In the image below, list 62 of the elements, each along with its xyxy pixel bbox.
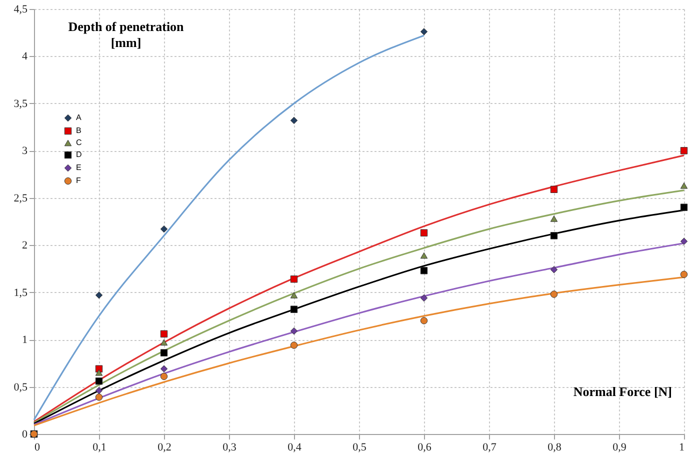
point bbox=[290, 342, 298, 349]
point bbox=[290, 276, 298, 283]
legend-label: D bbox=[76, 150, 82, 159]
legend-label: B bbox=[76, 126, 82, 135]
point bbox=[420, 28, 428, 36]
y-tick-label: 2 bbox=[22, 240, 28, 252]
x-tick-label: 0,6 bbox=[418, 442, 432, 454]
point bbox=[160, 349, 168, 356]
x-tick-label: 0,5 bbox=[352, 442, 367, 454]
x-tick-label: 1 bbox=[679, 442, 684, 454]
point bbox=[95, 386, 103, 394]
point bbox=[160, 365, 168, 372]
x-tick-label: 0,7 bbox=[482, 442, 497, 454]
point bbox=[420, 317, 428, 324]
point bbox=[290, 292, 298, 298]
point bbox=[680, 238, 688, 245]
point bbox=[680, 147, 688, 154]
point bbox=[550, 266, 558, 274]
legend-label: F bbox=[76, 176, 81, 185]
point bbox=[680, 204, 688, 211]
legend-label: E bbox=[76, 163, 82, 172]
point bbox=[550, 216, 558, 222]
x-axis-title: Normal Force [N] bbox=[573, 384, 672, 399]
x-tick-label: 0 bbox=[34, 442, 40, 454]
y-tick-label: 4 bbox=[22, 50, 28, 63]
point bbox=[160, 225, 168, 233]
point bbox=[290, 116, 298, 124]
x-tick-label: 0,8 bbox=[548, 442, 562, 454]
point bbox=[290, 306, 298, 313]
point bbox=[420, 267, 428, 274]
point bbox=[680, 270, 688, 278]
x-tick-label: 0,2 bbox=[158, 442, 172, 454]
point bbox=[95, 378, 103, 385]
y-tick-label: 0,5 bbox=[14, 381, 28, 394]
x-tick-label: 0,9 bbox=[612, 442, 627, 454]
point bbox=[420, 229, 428, 236]
point bbox=[160, 339, 168, 346]
y-tick-label: 2,5 bbox=[14, 192, 28, 204]
point bbox=[420, 252, 428, 259]
y-tick-label: 1 bbox=[22, 334, 28, 346]
point bbox=[680, 182, 688, 189]
y-tick-label: 3,5 bbox=[14, 98, 28, 110]
point bbox=[95, 369, 103, 376]
legend-label: A bbox=[76, 113, 82, 122]
legend-label: C bbox=[76, 138, 82, 147]
point bbox=[95, 292, 103, 299]
point bbox=[160, 330, 168, 338]
point bbox=[290, 327, 298, 335]
x-tick-label: 0,3 bbox=[222, 442, 237, 454]
y-axis-title: Depth of penetration [mm] bbox=[68, 19, 185, 50]
y-tick-label: 0 bbox=[22, 428, 28, 440]
point bbox=[550, 186, 558, 193]
point bbox=[420, 294, 428, 302]
x-tick-label: 0,4 bbox=[288, 442, 302, 454]
point bbox=[550, 290, 558, 298]
point bbox=[160, 372, 168, 380]
point bbox=[550, 232, 558, 240]
y-tick-label: 3 bbox=[22, 145, 28, 158]
y-tick-label: 4,5 bbox=[14, 4, 28, 16]
x-tick-label: 0,1 bbox=[92, 442, 106, 454]
y-tick-label: 1,5 bbox=[14, 286, 28, 299]
point bbox=[95, 394, 103, 401]
